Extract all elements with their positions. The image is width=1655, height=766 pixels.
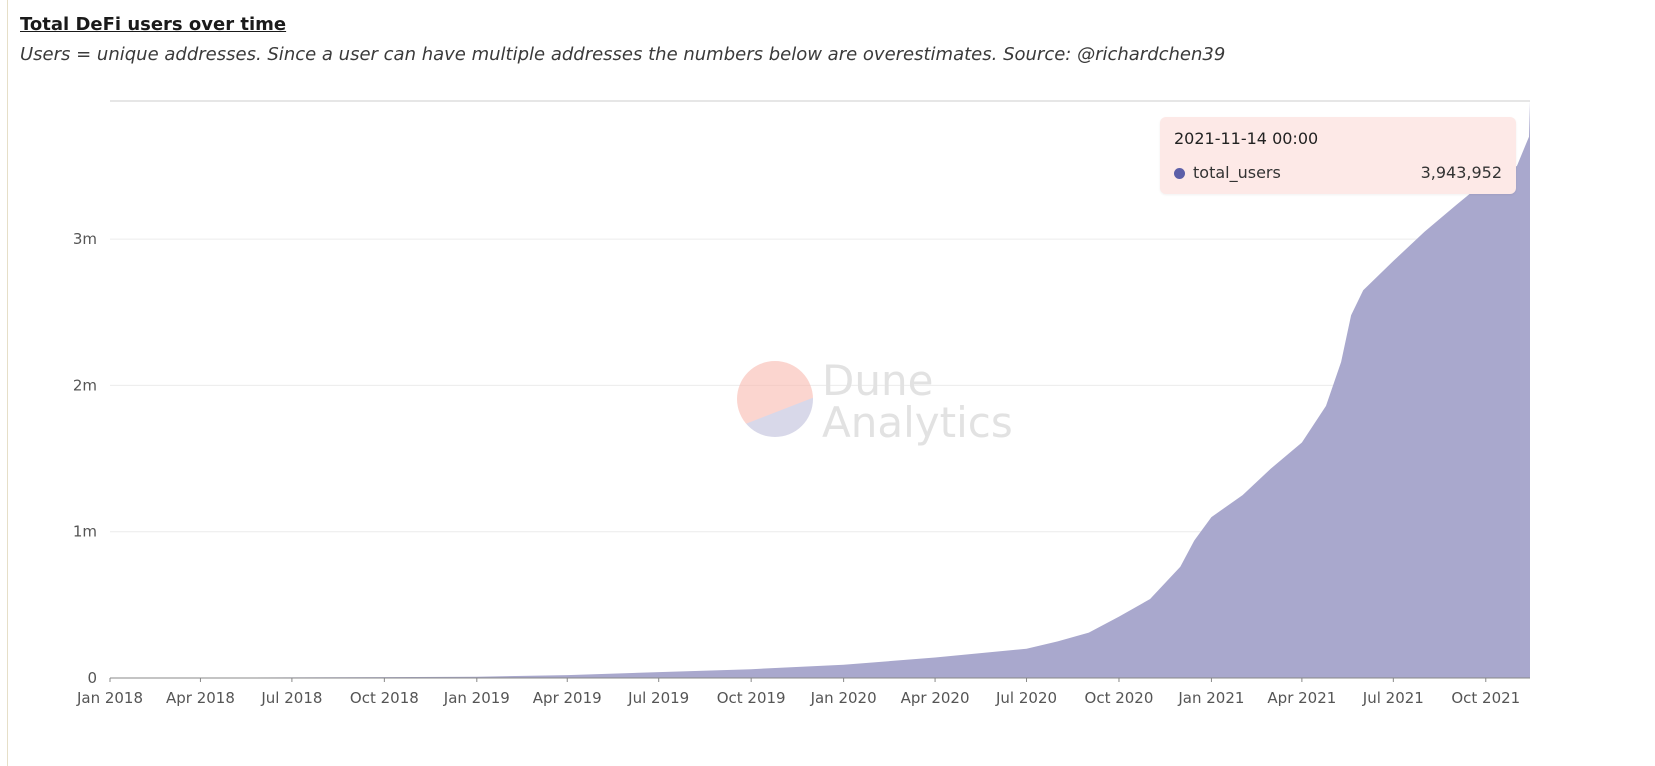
series-area-total-users — [110, 101, 1530, 678]
x-tick-label: Apr 2019 — [533, 689, 602, 707]
x-tick-label: Apr 2021 — [1267, 689, 1336, 707]
x-tick-label: Oct 2020 — [1085, 689, 1154, 707]
x-tick-label: Apr 2018 — [166, 689, 235, 707]
left-border — [7, 0, 8, 766]
x-tick-label: Jan 2019 — [443, 689, 510, 707]
tooltip-date: 2021-11-14 00:00 — [1174, 129, 1319, 148]
chart-header: Total DeFi users over time Users = uniqu… — [20, 14, 1620, 66]
tooltip-series-name: total_users — [1193, 163, 1281, 182]
y-tick-label: 3m — [73, 230, 97, 248]
y-tick-label: 2m — [73, 376, 97, 394]
watermark-line1: Dune — [822, 356, 933, 405]
x-tick-label: Jan 2018 — [76, 689, 143, 707]
x-tick-label: Jan 2020 — [810, 689, 877, 707]
tooltip-row: total_users 3,943,952 — [1174, 163, 1502, 183]
x-tick-label: Oct 2018 — [350, 689, 419, 707]
dune-analytics-watermark: Dune Analytics — [737, 356, 1013, 447]
watermark-line2: Analytics — [822, 398, 1013, 447]
y-tick-label: 1m — [73, 523, 97, 541]
x-tick-label: Jan 2021 — [1177, 689, 1244, 707]
series-dot-icon — [1174, 167, 1185, 179]
x-tick-label: Oct 2021 — [1451, 689, 1520, 707]
x-tick-label: Jul 2019 — [627, 689, 689, 707]
x-tick-label: Jul 2020 — [995, 689, 1057, 707]
y-tick-label: 0 — [87, 669, 97, 687]
hover-tooltip: 2021-11-14 00:00 total_users 3,943,952 — [1160, 117, 1516, 194]
x-tick-label: Jul 2018 — [260, 689, 322, 707]
x-tick-label: Apr 2020 — [901, 689, 970, 707]
tooltip-value: 3,943,952 — [1420, 163, 1502, 182]
area-layer — [110, 101, 1530, 678]
x-tick-label: Oct 2019 — [717, 689, 786, 707]
chart-subtitle: Users = unique addresses. Since a user c… — [20, 44, 1226, 65]
chart-title[interactable]: Total DeFi users over time — [20, 14, 287, 35]
x-tick-label: Jul 2021 — [1362, 689, 1424, 707]
axis-layer: 0 1m 2m 3m Jan 2018 Apr 2018 Jul 2018 Oct 2018 J… — [73, 230, 1530, 707]
